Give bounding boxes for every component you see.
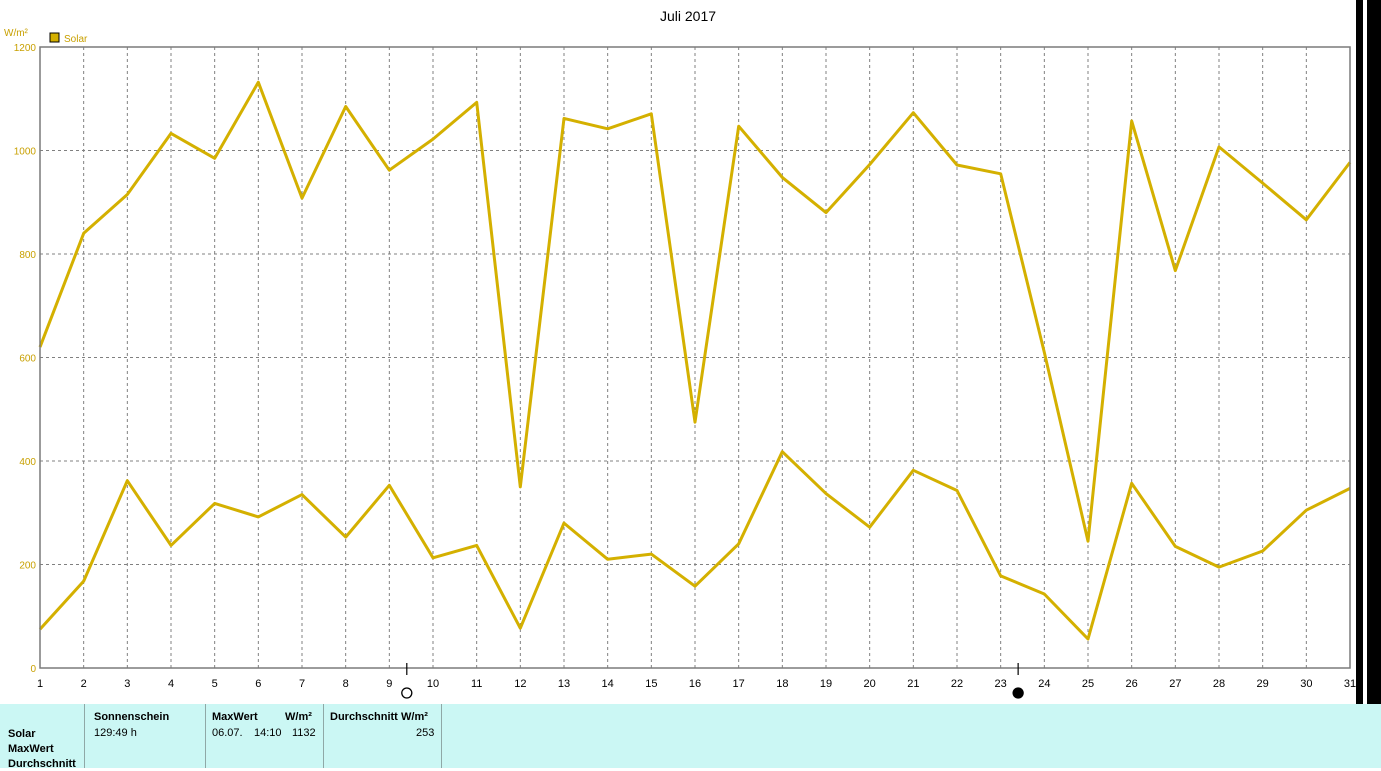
moon-markers xyxy=(401,663,1024,699)
x-tick-label: 14 xyxy=(602,678,614,690)
plot-frame xyxy=(39,46,1351,669)
x-tick-label: 28 xyxy=(1213,678,1225,690)
legend-label: Solar xyxy=(64,34,88,45)
x-tick-label: 9 xyxy=(386,678,392,690)
sonnenschein-header: Sonnenschein xyxy=(94,711,170,723)
column-divider xyxy=(84,704,85,768)
y-tick-label: 400 xyxy=(19,457,36,468)
y-tick-label: 600 xyxy=(19,354,36,365)
y-tick-label: 800 xyxy=(19,250,36,261)
new-moon-icon xyxy=(1012,687,1024,699)
x-tick-label: 26 xyxy=(1126,678,1138,690)
x-tick-label: 19 xyxy=(820,678,832,690)
legend-swatch xyxy=(49,32,60,43)
y-tick-label: 200 xyxy=(19,561,36,572)
y-axis-ticks: 0 200 400 600 800 1000 1200 xyxy=(14,43,37,675)
x-tick-label: 4 xyxy=(168,678,174,690)
x-tick-label: 6 xyxy=(255,678,261,690)
x-tick-label: 11 xyxy=(471,678,482,690)
durchschnitt-value: 253 xyxy=(416,727,435,739)
x-tick-label: 21 xyxy=(907,678,919,690)
x-tick-label: 20 xyxy=(864,678,876,690)
row-label-durchschnitt: Durchschnitt xyxy=(8,758,76,770)
x-tick-label: 7 xyxy=(299,678,305,690)
durchschnitt-header: Durchschnitt xyxy=(330,711,398,723)
y-tick-label: 1000 xyxy=(14,147,37,158)
y-axis-unit: W/m² xyxy=(4,28,29,39)
maxwert-date: 06.07. xyxy=(212,727,243,739)
x-tick-label: 16 xyxy=(689,678,701,690)
x-tick-label: 5 xyxy=(212,678,218,690)
series-line-average xyxy=(38,450,1351,641)
x-tick-label: 23 xyxy=(995,678,1007,690)
maxwert-unit: W/m² xyxy=(285,711,312,723)
row-label-solar: Solar xyxy=(8,728,36,740)
full-moon-icon xyxy=(401,687,413,699)
series-line-max xyxy=(38,80,1352,543)
x-tick-label: 27 xyxy=(1169,678,1181,690)
window-edge xyxy=(1356,0,1381,704)
y-tick-label: 0 xyxy=(30,664,36,675)
x-tick-label: 29 xyxy=(1257,678,1269,690)
x-tick-label: 2 xyxy=(81,678,87,690)
x-tick-label: 18 xyxy=(776,678,788,690)
x-tick-label: 15 xyxy=(645,678,657,690)
x-tick-label: 8 xyxy=(343,678,349,690)
x-tick-label: 24 xyxy=(1038,678,1050,690)
y-tick-label: 1200 xyxy=(14,43,37,54)
maxwert-value: 1132 xyxy=(292,727,316,739)
column-divider xyxy=(323,704,324,768)
chart-title: Juli 2017 xyxy=(660,8,716,24)
durchschnitt-unit: W/m² xyxy=(401,711,428,723)
sonnenschein-value: 129:49 h xyxy=(94,727,137,739)
column-divider xyxy=(205,704,206,768)
x-tick-label: 17 xyxy=(733,678,745,690)
x-tick-label: 25 xyxy=(1082,678,1094,690)
x-tick-label: 31 xyxy=(1344,678,1356,690)
gridlines xyxy=(40,47,1350,668)
series-lines xyxy=(38,80,1352,641)
x-tick-label: 22 xyxy=(951,678,963,690)
x-tick-label: 10 xyxy=(427,678,439,690)
summary-panel: Solar MaxWert Durchschnitt Sonnenschein … xyxy=(0,704,1381,770)
maxwert-time: 14:10 xyxy=(254,727,282,739)
x-tick-label: 12 xyxy=(514,678,526,690)
x-axis-ticks: 1 2 3 4 5 6 7 8 9 10 11 12 13 14 15 16 17 18 19 20 21 22 23 24 2… xyxy=(37,678,1356,690)
row-label-maxwert: MaxWert xyxy=(8,743,54,755)
maxwert-header: MaxWert xyxy=(212,711,258,723)
column-divider xyxy=(441,704,442,768)
x-tick-label: 3 xyxy=(124,678,130,690)
x-tick-label: 30 xyxy=(1300,678,1312,690)
x-tick-label: 13 xyxy=(558,678,570,690)
x-tick-label: 1 xyxy=(37,678,43,690)
